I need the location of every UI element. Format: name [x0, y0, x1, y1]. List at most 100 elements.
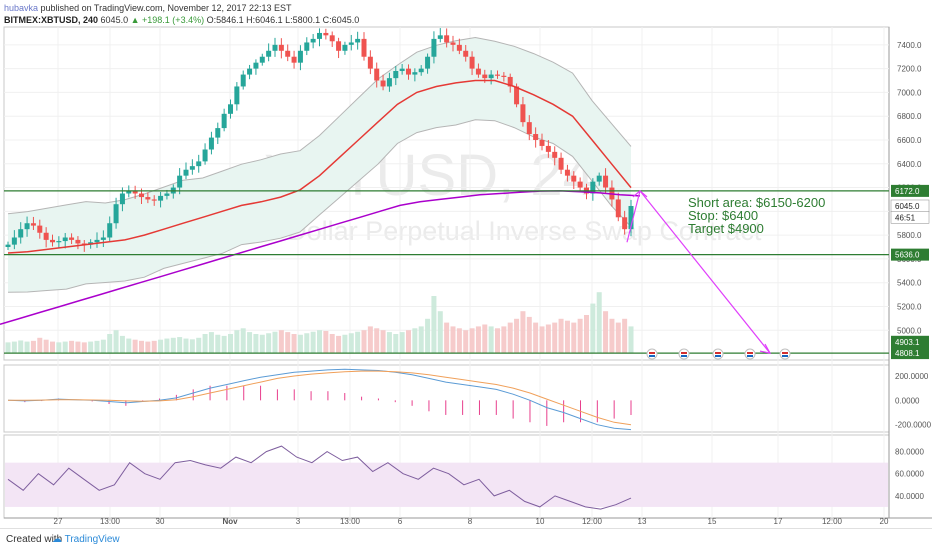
candle-body — [228, 104, 233, 114]
volume-bar — [386, 332, 392, 353]
price-change: +198.1 (+3.4%) — [142, 15, 205, 25]
candle-body — [189, 166, 195, 170]
volume-bar — [113, 330, 119, 353]
volume-bar — [425, 318, 431, 353]
candle-body — [285, 50, 291, 57]
y-tick-label: 7000.0 — [897, 88, 922, 97]
candle-body — [406, 68, 411, 75]
tradingview-logo-text: TradingView — [64, 534, 120, 545]
candle-body — [304, 42, 310, 51]
candle-body — [507, 76, 513, 87]
candle-body — [139, 193, 144, 198]
signal-line — [8, 370, 632, 426]
x-tick-label: 20 — [880, 517, 889, 526]
volume-bar — [552, 322, 558, 353]
candle-body — [622, 217, 628, 230]
rsi-tick-label: 40.0000 — [895, 492, 924, 501]
chart-canvas[interactable]: XBTUSD, 240 Bitcoin / US Dollar Perpetua… — [0, 0, 932, 528]
candle-body — [355, 38, 361, 43]
candle-body — [75, 239, 81, 244]
arrow-tip — [632, 190, 648, 198]
price-axis[interactable]: 5000.05200.05400.05600.05800.06000.06200… — [890, 41, 932, 501]
x-tick-label: 13:00 — [340, 517, 361, 526]
username-link[interactable]: hubavka — [4, 3, 39, 13]
candle-body — [310, 38, 316, 43]
macd-tick-label: -200.0000 — [895, 421, 932, 430]
candle-body — [520, 104, 526, 123]
price-label-box — [891, 184, 929, 197]
y-tick-label: 5800.0 — [897, 231, 922, 240]
volume-bar — [571, 322, 577, 353]
symbol-line: BITMEX:XBTUSD, 240 6045.0 ▲ +198.1 (+3.4… — [4, 14, 359, 26]
candle-body — [425, 56, 431, 69]
candle-body — [545, 145, 551, 152]
ema-long-line — [0, 190, 641, 326]
candle-body — [272, 44, 278, 51]
volume-bar — [456, 328, 462, 353]
candle-body — [469, 56, 475, 69]
volume-bar — [615, 322, 621, 353]
volume-bar — [132, 339, 138, 353]
volume-bar — [189, 339, 195, 353]
flag-stripe — [747, 352, 753, 354]
volume-bar — [272, 331, 278, 353]
volume-bar — [444, 322, 450, 353]
candle-body — [30, 223, 36, 226]
candle-body — [158, 195, 164, 201]
candle-body — [145, 197, 151, 200]
volume-bar — [62, 341, 68, 353]
event-flag-icon — [779, 348, 791, 360]
volume-bar — [24, 341, 30, 353]
x-tick-label: 12:00 — [822, 517, 843, 526]
volume-bar — [5, 342, 11, 353]
candle-body — [342, 44, 348, 51]
rsi-band — [5, 462, 888, 507]
candle-body — [482, 74, 488, 79]
candle-body — [501, 75, 507, 77]
volume-bar — [151, 340, 157, 353]
candle-body — [577, 181, 583, 188]
volume-bar — [170, 337, 176, 353]
candle-body — [323, 32, 329, 36]
time-axis[interactable]: 27 13:00 30 Nov 3 13:00 6 8 10 12:00 13 15 17 12:00 20 — [54, 517, 889, 526]
horizontal-levels[interactable] — [4, 190, 889, 354]
volume-bar — [291, 334, 297, 353]
candle-body — [367, 56, 373, 69]
volume-bar — [482, 324, 488, 353]
price-label: 6045.0 — [895, 202, 920, 211]
candle-body — [132, 191, 138, 194]
candle-body — [177, 175, 183, 188]
volume-bar — [278, 330, 284, 353]
candle-body — [291, 56, 297, 63]
candle-body — [475, 68, 481, 75]
event-markers[interactable] — [646, 348, 791, 360]
volume-bar — [75, 341, 81, 353]
candles — [5, 28, 634, 252]
candle-body — [615, 199, 621, 218]
price-label: 4903.1 — [895, 338, 920, 347]
volume-bar — [310, 331, 316, 353]
tradingview-logo[interactable]: ☁ TradingView — [52, 534, 120, 545]
volume-bar — [533, 322, 539, 353]
volume-bar — [520, 311, 526, 353]
volume-bar — [469, 328, 475, 353]
projection-arrow[interactable] — [626, 190, 772, 354]
volume-bar — [11, 341, 17, 353]
flag-stripe — [681, 352, 687, 354]
price-label: 5636.0 — [895, 251, 920, 260]
trade-annotation[interactable]: Short area: $6150-6200 Stop: $6400 Targe… — [688, 195, 825, 236]
volume-bar — [463, 330, 469, 353]
candle-body — [234, 86, 240, 105]
volume-bar — [100, 339, 106, 353]
volume-bar — [348, 333, 354, 353]
flag-stripe — [649, 355, 655, 357]
candle-body — [259, 56, 265, 63]
candle-body — [571, 175, 577, 182]
candle-body — [164, 193, 170, 196]
volume-bar — [355, 331, 361, 353]
x-tick-label: 13 — [638, 517, 647, 526]
candle-body — [463, 50, 469, 57]
candle-body — [431, 38, 437, 57]
volume-bar — [603, 311, 609, 353]
flag-stripe — [715, 355, 721, 357]
